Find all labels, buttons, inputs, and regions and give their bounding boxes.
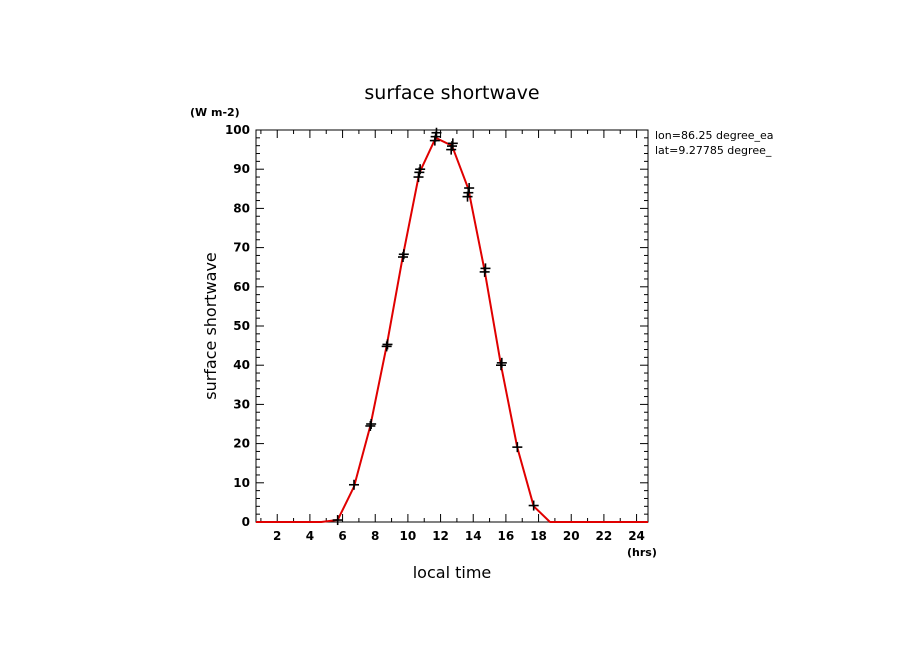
x-tick-label: 20: [563, 529, 580, 543]
x-tick-label: 12: [432, 529, 449, 543]
markers-group: [332, 127, 539, 526]
data-point-marker: [332, 515, 343, 526]
y-tick-label: 80: [233, 201, 250, 215]
x-tick-label: 14: [465, 529, 482, 543]
y-tick-label: 60: [233, 280, 250, 294]
series-line: [256, 136, 648, 523]
plot-frame: [255, 129, 649, 523]
y-tick-label: 30: [233, 397, 250, 411]
data-point-marker: [496, 360, 506, 371]
data-point-marker: [349, 479, 359, 490]
x-tick-label: 10: [400, 529, 417, 543]
data-point-marker: [365, 420, 376, 431]
annotation-lat: lat=9.27785 degree_: [655, 144, 772, 157]
axis-ticks: [256, 129, 648, 523]
data-point-marker: [382, 339, 393, 350]
y-tick-label: 20: [233, 437, 250, 451]
y-tick-label: 10: [233, 476, 250, 490]
data-point-marker: [431, 127, 442, 138]
data-point-marker: [413, 172, 424, 183]
y-tick-label: 40: [233, 358, 250, 372]
x-tick-label: 22: [596, 529, 613, 543]
annotation-lon: lon=86.25 degree_ea: [655, 129, 774, 142]
data-point-marker: [415, 164, 426, 175]
data-point-marker: [464, 183, 475, 194]
data-point-marker: [398, 249, 409, 260]
x-tick-label: 6: [338, 529, 346, 543]
data-point-marker: [381, 341, 392, 352]
data-point-marker: [528, 500, 539, 511]
x-axis-label: local time: [413, 563, 492, 582]
x-tick-label: 16: [498, 529, 515, 543]
x-tick-label: 24: [628, 529, 645, 543]
x-tick-label: 2: [273, 529, 281, 543]
data-point-marker: [366, 419, 377, 429]
y-tick-label: 70: [233, 241, 250, 255]
data-point-marker: [463, 187, 474, 198]
data-point-marker: [480, 263, 491, 274]
data-point-marker: [496, 357, 507, 368]
y-tick-label: 100: [225, 123, 250, 137]
x-tick-label: 8: [371, 529, 379, 543]
x-tick-label: 4: [306, 529, 314, 543]
y-axis-label: surface shortwave: [201, 252, 220, 400]
y-tick-label: 0: [242, 515, 250, 529]
x-tick-label: 18: [530, 529, 547, 543]
y-tick-label: 90: [233, 162, 250, 176]
x-tick-labels: 2 4 6 8 10 12 14 16 18 20 22 24: [273, 529, 645, 543]
y-unit-label: (W m-2): [190, 106, 240, 119]
y-tick-labels: 0 10 20 30 40 50 60 70 80 90 100: [225, 123, 250, 529]
y-tick-label: 50: [233, 319, 250, 333]
data-point-marker: [512, 442, 523, 453]
x-unit-label: (hrs): [627, 546, 657, 559]
data-point-marker: [447, 138, 458, 149]
series-group: [256, 136, 648, 523]
chart-title: surface shortwave: [364, 82, 539, 104]
